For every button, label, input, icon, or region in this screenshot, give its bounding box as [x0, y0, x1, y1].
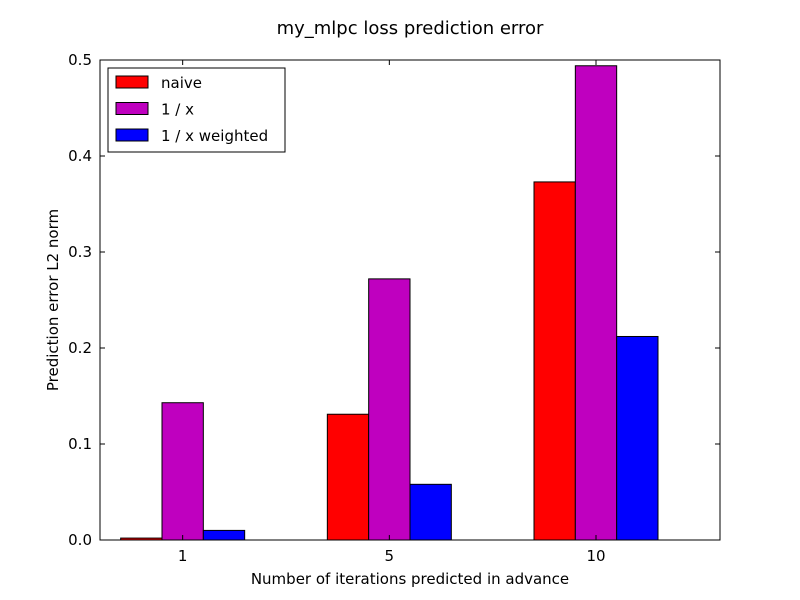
x-axis-label: Number of iterations predicted in advanc… [251, 570, 569, 588]
bar-1-x-10 [574, 65, 618, 541]
bar-naive-10 [533, 181, 576, 541]
legend-swatch [115, 75, 149, 89]
y-tick-label: 0.2 [68, 339, 92, 357]
chart-title: my_mlpc loss prediction error [277, 18, 544, 39]
y-tick-label: 0.5 [68, 51, 92, 69]
y-axis-label: Prediction error L2 norm [44, 209, 62, 391]
x-tick-label: 5 [385, 547, 395, 565]
legend-swatch [115, 102, 149, 115]
bar-1-x-5 [368, 278, 411, 541]
x-tick-label: 1 [178, 547, 188, 565]
bars-group [120, 65, 659, 541]
y-tick-label: 0.3 [68, 243, 92, 261]
legend-label: 1 / x weighted [161, 127, 268, 145]
y-tick-label: 0.1 [68, 435, 92, 453]
legend-label: 1 / x [161, 101, 194, 119]
legend-swatch [115, 128, 149, 142]
x-tick-label: 10 [586, 547, 605, 565]
y-tick-label: 0.4 [68, 147, 92, 165]
bar-1-x-weighted-5 [409, 483, 452, 541]
bar-1-x-1 [161, 402, 204, 541]
y-tick-label: 0.0 [68, 531, 92, 549]
axis-ticks: 0.0 0.1 0.2 0.3 0.4 0.5 1 5 10 [68, 51, 720, 565]
bar-1-x-weighted-10 [616, 335, 659, 541]
plot-frame [99, 59, 721, 541]
bar-naive-5 [326, 413, 370, 541]
legend: naive 1 / x 1 / x weighted [107, 67, 286, 153]
bar-1-x-weighted-1 [202, 529, 246, 541]
legend-label: naive [161, 74, 202, 92]
